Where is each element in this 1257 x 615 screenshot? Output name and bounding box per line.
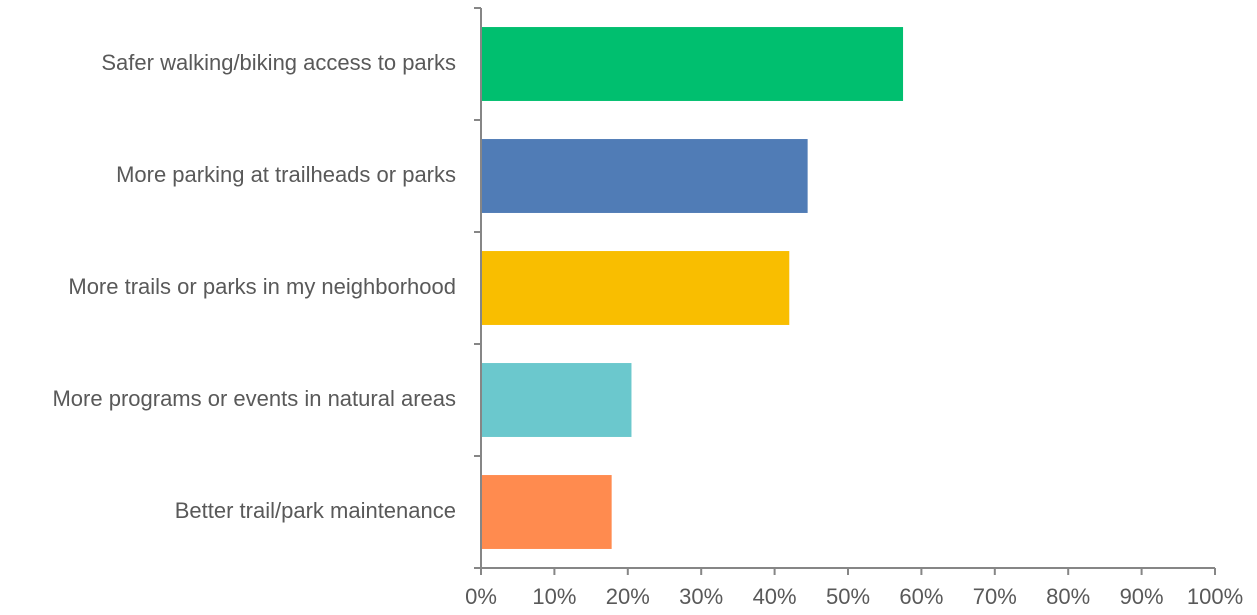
x-tick-label-60: 60% — [899, 584, 943, 609]
category-label-1: Safer walking/biking access to parks — [101, 50, 456, 75]
x-tick-label-70: 70% — [973, 584, 1017, 609]
x-tick-label-90: 90% — [1120, 584, 1164, 609]
category-labels-group: Safer walking/biking access to parks More… — [52, 50, 456, 523]
x-tick-label-30: 30% — [679, 584, 723, 609]
x-tick-label-10: 10% — [532, 584, 576, 609]
axes-group — [474, 7, 1216, 575]
category-label-5: Better trail/park maintenance — [175, 498, 456, 523]
bar-2 — [482, 139, 808, 213]
category-label-4: More programs or events in natural areas — [52, 386, 456, 411]
bar-5 — [482, 475, 612, 549]
x-tick-label-80: 80% — [1046, 584, 1090, 609]
x-tick-label-20: 20% — [606, 584, 650, 609]
category-label-2: More parking at trailheads or parks — [116, 162, 456, 187]
category-label-3: More trails or parks in my neighborhood — [68, 274, 456, 299]
bar-1 — [482, 27, 904, 101]
bar-3 — [482, 251, 790, 325]
tick-labels-group: 0% 10% 20% 30% 40% 50% 60% 70% 80% 90% 100% — [465, 584, 1243, 609]
bar-4 — [482, 363, 632, 437]
x-tick-label-0: 0% — [465, 584, 497, 609]
x-tick-label-100: 100% — [1187, 584, 1243, 609]
bars-group — [482, 27, 904, 549]
x-tick-label-50: 50% — [826, 584, 870, 609]
x-tick-label-40: 40% — [753, 584, 797, 609]
